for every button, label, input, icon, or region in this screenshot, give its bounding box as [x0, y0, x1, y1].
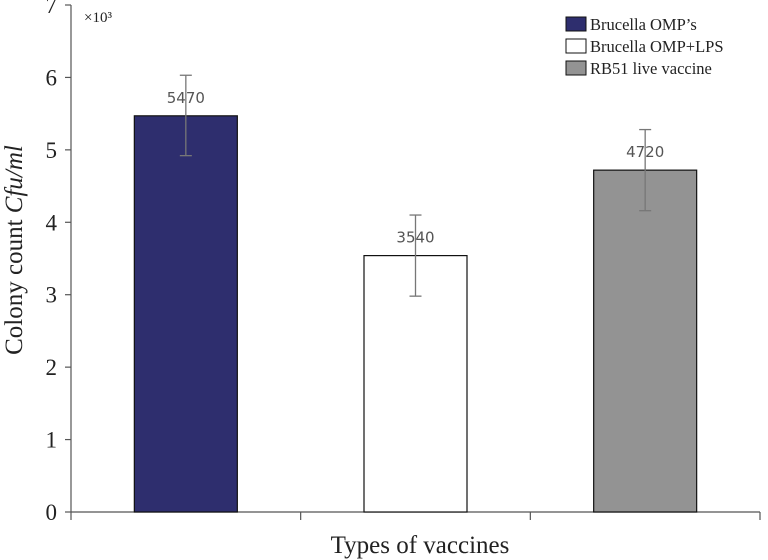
- error-bars: [179, 74, 652, 297]
- y-tick-label: 1: [46, 428, 58, 453]
- bar: [593, 169, 698, 513]
- y-multiplier-label: ×10³: [84, 10, 112, 26]
- bar-series: [133, 115, 698, 513]
- legend-swatch: [565, 60, 587, 76]
- y-tick-label: 2: [46, 355, 58, 380]
- bar: [133, 115, 238, 513]
- y-tick-label: 0: [46, 500, 58, 525]
- legend-label: Brucella OMP+LPS: [590, 37, 724, 56]
- data-label: 4720: [626, 143, 664, 161]
- legend: Brucella OMP’s Brucella OMP+LPS RB51 live …: [565, 15, 724, 78]
- bar: [363, 255, 468, 513]
- y-axis-title: Colony count Cfu/ml: [1, 145, 28, 355]
- y-axis-ticks: 0 1 2 3 4 5 6 7: [46, 0, 71, 525]
- y-tick-label: 5: [46, 138, 58, 163]
- data-label: 3540: [396, 229, 434, 247]
- legend-swatch: [565, 16, 587, 32]
- y-tick-label: 6: [46, 65, 58, 90]
- y-axis-title-unit: Cfu/ml: [1, 145, 28, 213]
- legend-label: Brucella OMP’s: [590, 15, 697, 34]
- legend-label: RB51 live vaccine: [590, 59, 712, 78]
- x-axis-title: Types of vaccines: [331, 532, 510, 559]
- y-axis-title-prefix: Colony count: [1, 213, 28, 355]
- y-tick-label: 3: [46, 283, 58, 308]
- legend-swatch: [565, 38, 587, 54]
- y-tick-label: 7: [46, 0, 58, 18]
- data-labels: 5470 3540 4720: [167, 89, 665, 247]
- y-tick-label: 4: [46, 210, 58, 235]
- x-axis-ticks: [70, 512, 761, 520]
- data-label: 5470: [167, 89, 205, 107]
